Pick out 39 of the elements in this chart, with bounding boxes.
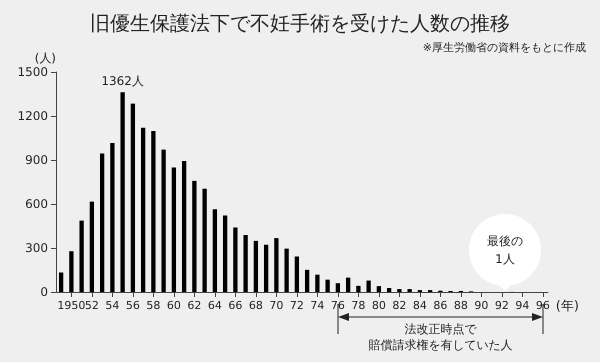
x-tick-label: 68 [248, 299, 263, 312]
x-tick-label: 78 [351, 299, 366, 312]
x-tick-label: 60 [166, 299, 181, 312]
x-tick-label: 1950 [57, 299, 86, 312]
y-tick-label: 600 [25, 197, 48, 211]
x-tick-label: 64 [208, 299, 222, 312]
x-tick-label: 56 [126, 299, 140, 312]
x-tick-label: 94 [515, 299, 530, 312]
x-tick-label: 72 [290, 299, 304, 312]
x-tick-label: 84 [412, 299, 427, 312]
x-tick-label: 82 [392, 299, 406, 312]
text: ※厚生労働省の資料をもとに作成 [422, 40, 586, 55]
y-tick-label: 1500 [17, 65, 48, 79]
y-tick-label: 1200 [17, 109, 48, 123]
text: 賠償請求権を有していた人 [368, 338, 514, 353]
x-tick-label: 90 [474, 299, 488, 312]
x-tick-label: 86 [433, 299, 448, 312]
x-tick-label: 80 [372, 299, 386, 312]
data-label: 1362人 [101, 74, 144, 88]
annotation: 1人 [494, 251, 516, 268]
x-axis-title: (年) [556, 299, 579, 314]
x-tick-label: 58 [146, 299, 160, 312]
x-tick-label: 88 [454, 299, 468, 312]
x-tick-label: 66 [228, 299, 242, 312]
x-tick-label: 76 [330, 299, 345, 312]
annotation: 最後の [486, 233, 524, 250]
x-tick-label: 92 [494, 299, 509, 312]
y-tick-label: 0 [40, 285, 48, 299]
text: 法改正時点で [404, 322, 478, 337]
y-axis-title: (人) [34, 51, 56, 65]
x-tick-label: 62 [187, 299, 202, 312]
y-tick-label: 300 [25, 241, 48, 255]
x-tick-label: 70 [269, 299, 284, 312]
chart-title: 旧優生保護法下で不妊手術を受けた人数の推移 [90, 11, 510, 35]
y-tick-label: 900 [25, 153, 48, 167]
x-tick-label: 96 [536, 299, 550, 312]
x-tick-label: 74 [310, 299, 324, 312]
x-tick-label: 52 [84, 299, 99, 312]
x-tick-label: 54 [105, 299, 120, 312]
